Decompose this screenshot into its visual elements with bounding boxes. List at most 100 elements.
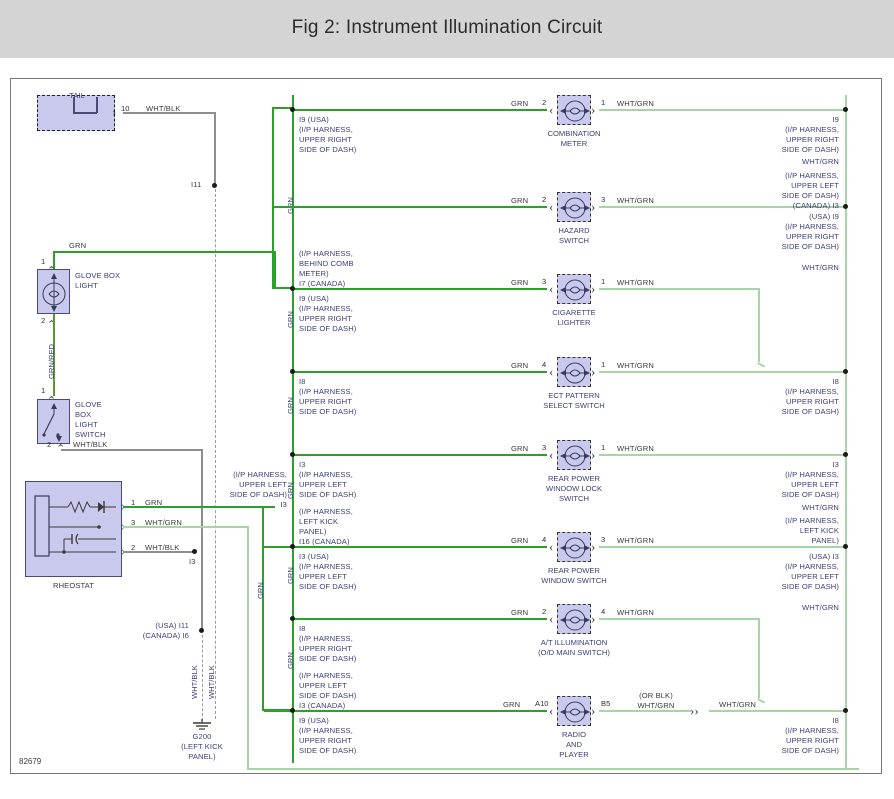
row-cigarette-lighter-out-wire-label: WHT/GRN — [617, 278, 654, 287]
row-ect-in-node — [290, 369, 295, 374]
row-at-illum-out-jog — [757, 698, 766, 704]
bus-label-5: GRN — [286, 567, 295, 584]
row-combination-meter-right-ref-l1: I9 — [832, 115, 839, 124]
tail-inner-hline — [73, 112, 97, 114]
row-at-illum-left-ref-l2: (I/P HARNESS, — [299, 634, 353, 643]
row-cigarette-lighter-in-pin: 3 — [542, 277, 547, 286]
row-rpw-right-ref-l2: (I/P HARNESS, — [785, 562, 839, 571]
row-at-illum-out-pin: 4 — [601, 607, 606, 616]
row-combination-meter-right-ref-l2: (I/P HARNESS, — [785, 125, 839, 134]
bulb-icon — [560, 362, 590, 384]
row-at-illum-right-wht-grn: WHT/GRN — [802, 603, 839, 612]
row-cigarette-lighter-in-node — [290, 286, 295, 291]
row-rpw-in-pin: 4 — [542, 535, 547, 544]
row-combination-meter-out-node — [843, 107, 848, 112]
row-rpw-left-ref-l1: I3 (USA) — [299, 552, 329, 561]
row-radio-left-above-l3: SIDE OF DASH) — [299, 691, 357, 700]
row-cigarette-lighter-right-wht-grn: WHT/GRN — [802, 263, 839, 272]
radio-name-line3: PLAYER — [559, 750, 589, 759]
at-illumination-name-line1: A/T ILLUMINATION — [540, 638, 608, 647]
row-radio-left-above-l4: I3 (CANADA) — [299, 701, 346, 710]
row-radio-left-above-l2: UPPER LEFT — [299, 681, 347, 690]
row-combination-meter-in-wire-label: GRN — [511, 99, 529, 108]
rpw-lock-name-line1: REAR POWER — [548, 474, 600, 483]
row-hazard-switch-right-ref-l2: (I/P HARNESS, — [785, 222, 839, 231]
diagram-number: 82679 — [19, 757, 42, 766]
row-hazard-switch-in-pin: 2 — [542, 195, 547, 204]
row-at-illum-out-connector-icon: › — [591, 611, 596, 626]
ground-id: G200 — [192, 732, 212, 741]
bulb-icon — [560, 445, 590, 467]
row-ect-left-ref-l4: SIDE OF DASH) — [299, 407, 357, 416]
row-rpw-left-ref-l4: SIDE OF DASH) — [299, 582, 357, 591]
row-rpw-left-above-l3: PANEL) — [299, 527, 327, 536]
row-ect-right-ref-l3: UPPER RIGHT — [786, 397, 839, 406]
node-i11-label: I11 — [191, 180, 202, 189]
row-rpw-lock-out-wire-label: WHT/GRN — [617, 444, 654, 453]
row-at-illum-left-ref-l4: SIDE OF DASH) — [299, 654, 357, 663]
row-hazard-switch-right-above-l3: UPPER LEFT — [791, 181, 839, 190]
row-combination-meter-left-ref-l2: (I/P HARNESS, — [299, 125, 353, 134]
rheostat-pin2-connector-icon: › — [121, 544, 125, 557]
row-rpw-lock-out-node — [843, 452, 848, 457]
tail-inner-vline — [96, 97, 98, 113]
row-ect-left-ref-l3: UPPER RIGHT — [299, 397, 352, 406]
row-at-illum-in-pin: 2 — [542, 607, 547, 616]
row-rpw-lock-right-ref-l2: (I/P HARNESS, — [785, 470, 839, 479]
glove-box-feed-wire — [53, 251, 275, 253]
row-cigarette-lighter-in-connector-icon: ‹ — [549, 281, 554, 296]
tail-wire-vertical — [214, 112, 216, 186]
row-radio-inline-connector-icon: ›› — [690, 703, 699, 718]
row-rpw-lock-out-wire — [599, 454, 847, 456]
ground-location-line1: (LEFT KICK — [181, 742, 223, 751]
row-rpw-in-wire — [264, 546, 547, 548]
row-cigarette-lighter-left-above-l3: METER) — [299, 269, 329, 278]
row-hazard-switch-in-connector-icon: ‹ — [549, 199, 554, 214]
row-ect-right-ref-l1: I8 — [832, 377, 839, 386]
rheostat-pin3-connector-icon: › — [121, 519, 125, 532]
row-hazard-switch-right-ref-l3: UPPER RIGHT — [786, 232, 839, 241]
row-cigarette-lighter-out-wire — [599, 288, 759, 290]
ect-name-line2: SELECT SWITCH — [543, 401, 605, 410]
row-cigarette-lighter-left-above-l4: I7 (CANADA) — [299, 279, 346, 288]
secondary-green-bus — [262, 506, 264, 711]
row-ect-in-wire — [294, 371, 547, 373]
row-at-illum-in-connector-icon: ‹ — [549, 611, 554, 626]
row-cigarette-lighter-left-ref-l3: UPPER RIGHT — [299, 314, 352, 323]
page-header: Fig 2: Instrument Illumination Circuit — [0, 0, 894, 58]
rpw-lock-name-line2: WINDOW LOCK — [545, 484, 603, 493]
tail-wire-horizontal — [123, 112, 215, 114]
row-combination-meter-in-wire — [294, 109, 547, 111]
secondary-bus-label: GRN — [256, 582, 265, 599]
row-rpw-lock-left-ref-l4: SIDE OF DASH) — [299, 490, 357, 499]
row-radio-right-ref-l2: (I/P HARNESS, — [785, 726, 839, 735]
rheostat-pin2-number: 2 — [131, 543, 136, 552]
row-at-illum-in-node — [290, 616, 295, 621]
tail-inner-vline2 — [73, 97, 75, 113]
row-hazard-switch-right-above-l1: WHT/GRN — [802, 157, 839, 166]
row-ect-left-ref-l2: (I/P HARNESS, — [299, 387, 353, 396]
rheostat-pin3-number: 3 — [131, 518, 136, 527]
right-return-bus — [845, 95, 847, 769]
row-hazard-switch-in-wire — [274, 206, 547, 208]
row-radio-in-connector-icon: ‹ — [549, 703, 554, 718]
row-rpw-lock-right-ref-l3: UPPER LEFT — [791, 480, 839, 489]
glove-box-switch-ground-wire-h — [61, 449, 202, 451]
row-rpw-lock-left-ref-l1: I3 — [299, 460, 306, 469]
row-combination-meter-left-ref-l1: I9 (USA) — [299, 115, 329, 124]
row-radio-in-node — [290, 708, 295, 713]
combination-meter-symbol — [557, 95, 591, 125]
node-ground-usa-canada — [199, 628, 204, 633]
row-rpw-lock-out-pin: 1 — [601, 443, 606, 452]
row-radio-left-ref-l4: SIDE OF DASH) — [299, 746, 357, 755]
ground-symbol-icon — [193, 719, 211, 730]
rpw-lock-name-line3: SWITCH — [559, 494, 589, 503]
row-cigarette-lighter-left-ref-l2: (I/P HARNESS, — [299, 304, 353, 313]
ground-location-line2: PANEL) — [188, 752, 216, 761]
radio-name-line2: AND — [565, 740, 583, 749]
row-ect-out-wire-label: WHT/GRN — [617, 361, 654, 370]
ground-node-ref-line2: (CANADA) I6 — [142, 631, 189, 640]
diagram-canvas: TAIL › 10 WHT/BLK I11 GRN 1 › — [11, 79, 881, 773]
ect-pattern-select-switch-symbol — [557, 357, 591, 387]
row-rpw-out-pin: 3 — [601, 535, 606, 544]
